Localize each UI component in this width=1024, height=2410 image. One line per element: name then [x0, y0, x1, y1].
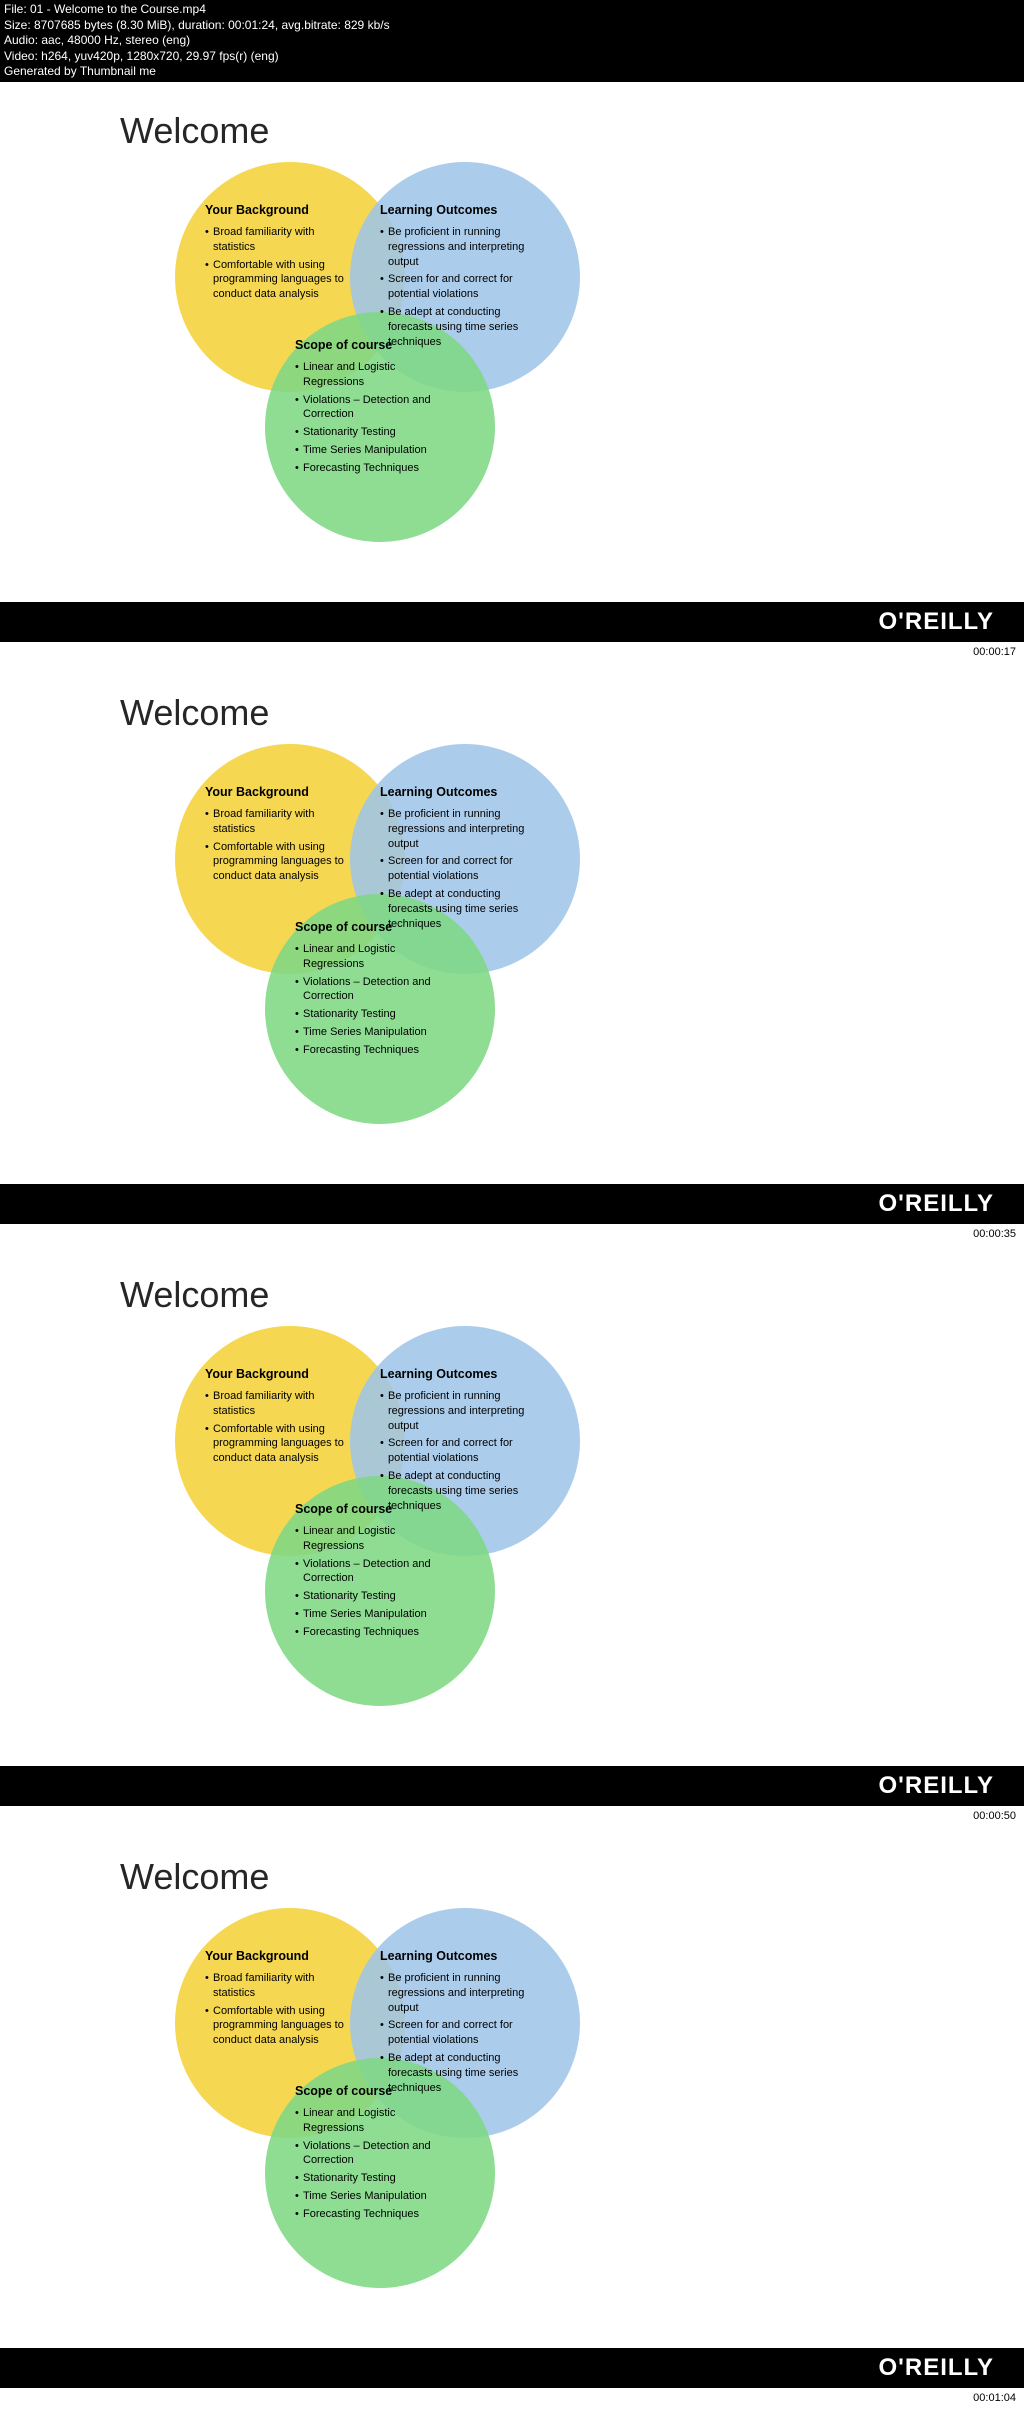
section-title: Your Background — [205, 202, 345, 219]
bullet-item: Comfortable with using programming langu… — [205, 1422, 345, 1467]
bullet-item: Violations – Detection and Correction — [295, 2139, 445, 2169]
bullet-item: Broad familiarity with statistics — [205, 225, 345, 255]
content-learning-outcomes: Learning Outcomes Be proficient in runni… — [380, 202, 535, 353]
brand-footer-bar: O'REILLY — [0, 602, 1024, 642]
oreilly-logo: O'REILLY — [878, 608, 994, 636]
audio-line: Audio: aac, 48000 Hz, stereo (eng) — [4, 33, 1020, 49]
bullet-item: Screen for and correct for potential vio… — [380, 854, 535, 884]
section-title: Your Background — [205, 784, 345, 801]
content-your-background: Your Background Broad familiarity with s… — [205, 784, 345, 887]
bullet-item: Be proficient in running regressions and… — [380, 225, 535, 270]
size-line: Size: 8707685 bytes (8.30 MiB), duration… — [4, 18, 1020, 34]
content-learning-outcomes: Learning Outcomes Be proficient in runni… — [380, 1366, 535, 1517]
video-line: Video: h264, yuv420p, 1280x720, 29.97 fp… — [4, 49, 1020, 65]
section-title: Learning Outcomes — [380, 1366, 535, 1383]
thumbnail-frame: Welcome Your Background Broad familiarit… — [0, 664, 1024, 1246]
bullet-item: Be proficient in running regressions and… — [380, 807, 535, 852]
bullet-item: Broad familiarity with statistics — [205, 1389, 345, 1419]
bullet-item: Violations – Detection and Correction — [295, 975, 445, 1005]
bullet-item: Forecasting Techniques — [295, 461, 445, 476]
venn-diagram: Your Background Broad familiarity with s… — [175, 122, 695, 592]
brand-footer-bar: O'REILLY — [0, 2348, 1024, 2388]
bullet-item: Forecasting Techniques — [295, 1043, 445, 1058]
section-title: Learning Outcomes — [380, 1948, 535, 1965]
bullet-item: Time Series Manipulation — [295, 2189, 445, 2204]
thumbnail-frame: Welcome Your Background Broad familiarit… — [0, 1828, 1024, 2410]
oreilly-logo: O'REILLY — [878, 2354, 994, 2382]
section-title: Scope of course — [295, 919, 445, 936]
bullet-item: Broad familiarity with statistics — [205, 807, 345, 837]
content-your-background: Your Background Broad familiarity with s… — [205, 202, 345, 305]
bullet-item: Stationarity Testing — [295, 1589, 445, 1604]
bullet-item: Comfortable with using programming langu… — [205, 258, 345, 303]
content-your-background: Your Background Broad familiarity with s… — [205, 1366, 345, 1469]
frame-timestamp: 00:00:17 — [0, 642, 1024, 664]
thumbnail-frame: Welcome Your Background Broad familiarit… — [0, 82, 1024, 664]
bullet-item: Be proficient in running regressions and… — [380, 1971, 535, 2016]
file-line: File: 01 - Welcome to the Course.mp4 — [4, 2, 1020, 18]
bullet-item: Stationarity Testing — [295, 425, 445, 440]
section-title: Learning Outcomes — [380, 202, 535, 219]
bullet-item: Linear and Logistic Regressions — [295, 360, 445, 390]
generator-line: Generated by Thumbnail me — [4, 64, 1020, 80]
venn-diagram: Your Background Broad familiarity with s… — [175, 1286, 695, 1756]
content-learning-outcomes: Learning Outcomes Be proficient in runni… — [380, 1948, 535, 2099]
bullet-item: Time Series Manipulation — [295, 1607, 445, 1622]
frame-timestamp: 00:00:35 — [0, 1224, 1024, 1246]
content-scope-of-course: Scope of course Linear and Logistic Regr… — [295, 919, 445, 1061]
bullet-item: Violations – Detection and Correction — [295, 393, 445, 423]
venn-diagram: Your Background Broad familiarity with s… — [175, 704, 695, 1174]
section-title: Learning Outcomes — [380, 784, 535, 801]
bullet-item: Time Series Manipulation — [295, 443, 445, 458]
bullet-item: Screen for and correct for potential vio… — [380, 2018, 535, 2048]
oreilly-logo: O'REILLY — [878, 1772, 994, 1800]
frame-timestamp: 00:00:50 — [0, 1806, 1024, 1828]
slide: Welcome Your Background Broad familiarit… — [0, 664, 1024, 1184]
section-title: Your Background — [205, 1948, 345, 1965]
content-scope-of-course: Scope of course Linear and Logistic Regr… — [295, 337, 445, 479]
bullet-item: Stationarity Testing — [295, 2171, 445, 2186]
venn-diagram: Your Background Broad familiarity with s… — [175, 1868, 695, 2338]
bullet-item: Linear and Logistic Regressions — [295, 1524, 445, 1554]
content-learning-outcomes: Learning Outcomes Be proficient in runni… — [380, 784, 535, 935]
section-title: Your Background — [205, 1366, 345, 1383]
bullet-item: Broad familiarity with statistics — [205, 1971, 345, 2001]
brand-footer-bar: O'REILLY — [0, 1766, 1024, 1806]
bullet-item: Comfortable with using programming langu… — [205, 2004, 345, 2049]
content-scope-of-course: Scope of course Linear and Logistic Regr… — [295, 1501, 445, 1643]
bullet-item: Forecasting Techniques — [295, 1625, 445, 1640]
slide: Welcome Your Background Broad familiarit… — [0, 82, 1024, 602]
bullet-item: Be proficient in running regressions and… — [380, 1389, 535, 1434]
thumbnail-frame: Welcome Your Background Broad familiarit… — [0, 1246, 1024, 1828]
frame-timestamp: 00:01:04 — [0, 2388, 1024, 2410]
slide: Welcome Your Background Broad familiarit… — [0, 1828, 1024, 2348]
bullet-item: Stationarity Testing — [295, 1007, 445, 1022]
section-title: Scope of course — [295, 2083, 445, 2100]
file-info-header: File: 01 - Welcome to the Course.mp4 Siz… — [0, 0, 1024, 82]
brand-footer-bar: O'REILLY — [0, 1184, 1024, 1224]
section-title: Scope of course — [295, 337, 445, 354]
section-title: Scope of course — [295, 1501, 445, 1518]
bullet-item: Linear and Logistic Regressions — [295, 2106, 445, 2136]
content-your-background: Your Background Broad familiarity with s… — [205, 1948, 345, 2051]
content-scope-of-course: Scope of course Linear and Logistic Regr… — [295, 2083, 445, 2225]
bullet-item: Forecasting Techniques — [295, 2207, 445, 2222]
oreilly-logo: O'REILLY — [878, 1190, 994, 1218]
slide: Welcome Your Background Broad familiarit… — [0, 1246, 1024, 1766]
bullet-item: Comfortable with using programming langu… — [205, 840, 345, 885]
bullet-item: Screen for and correct for potential vio… — [380, 1436, 535, 1466]
bullet-item: Screen for and correct for potential vio… — [380, 272, 535, 302]
bullet-item: Violations – Detection and Correction — [295, 1557, 445, 1587]
bullet-item: Linear and Logistic Regressions — [295, 942, 445, 972]
bullet-item: Time Series Manipulation — [295, 1025, 445, 1040]
